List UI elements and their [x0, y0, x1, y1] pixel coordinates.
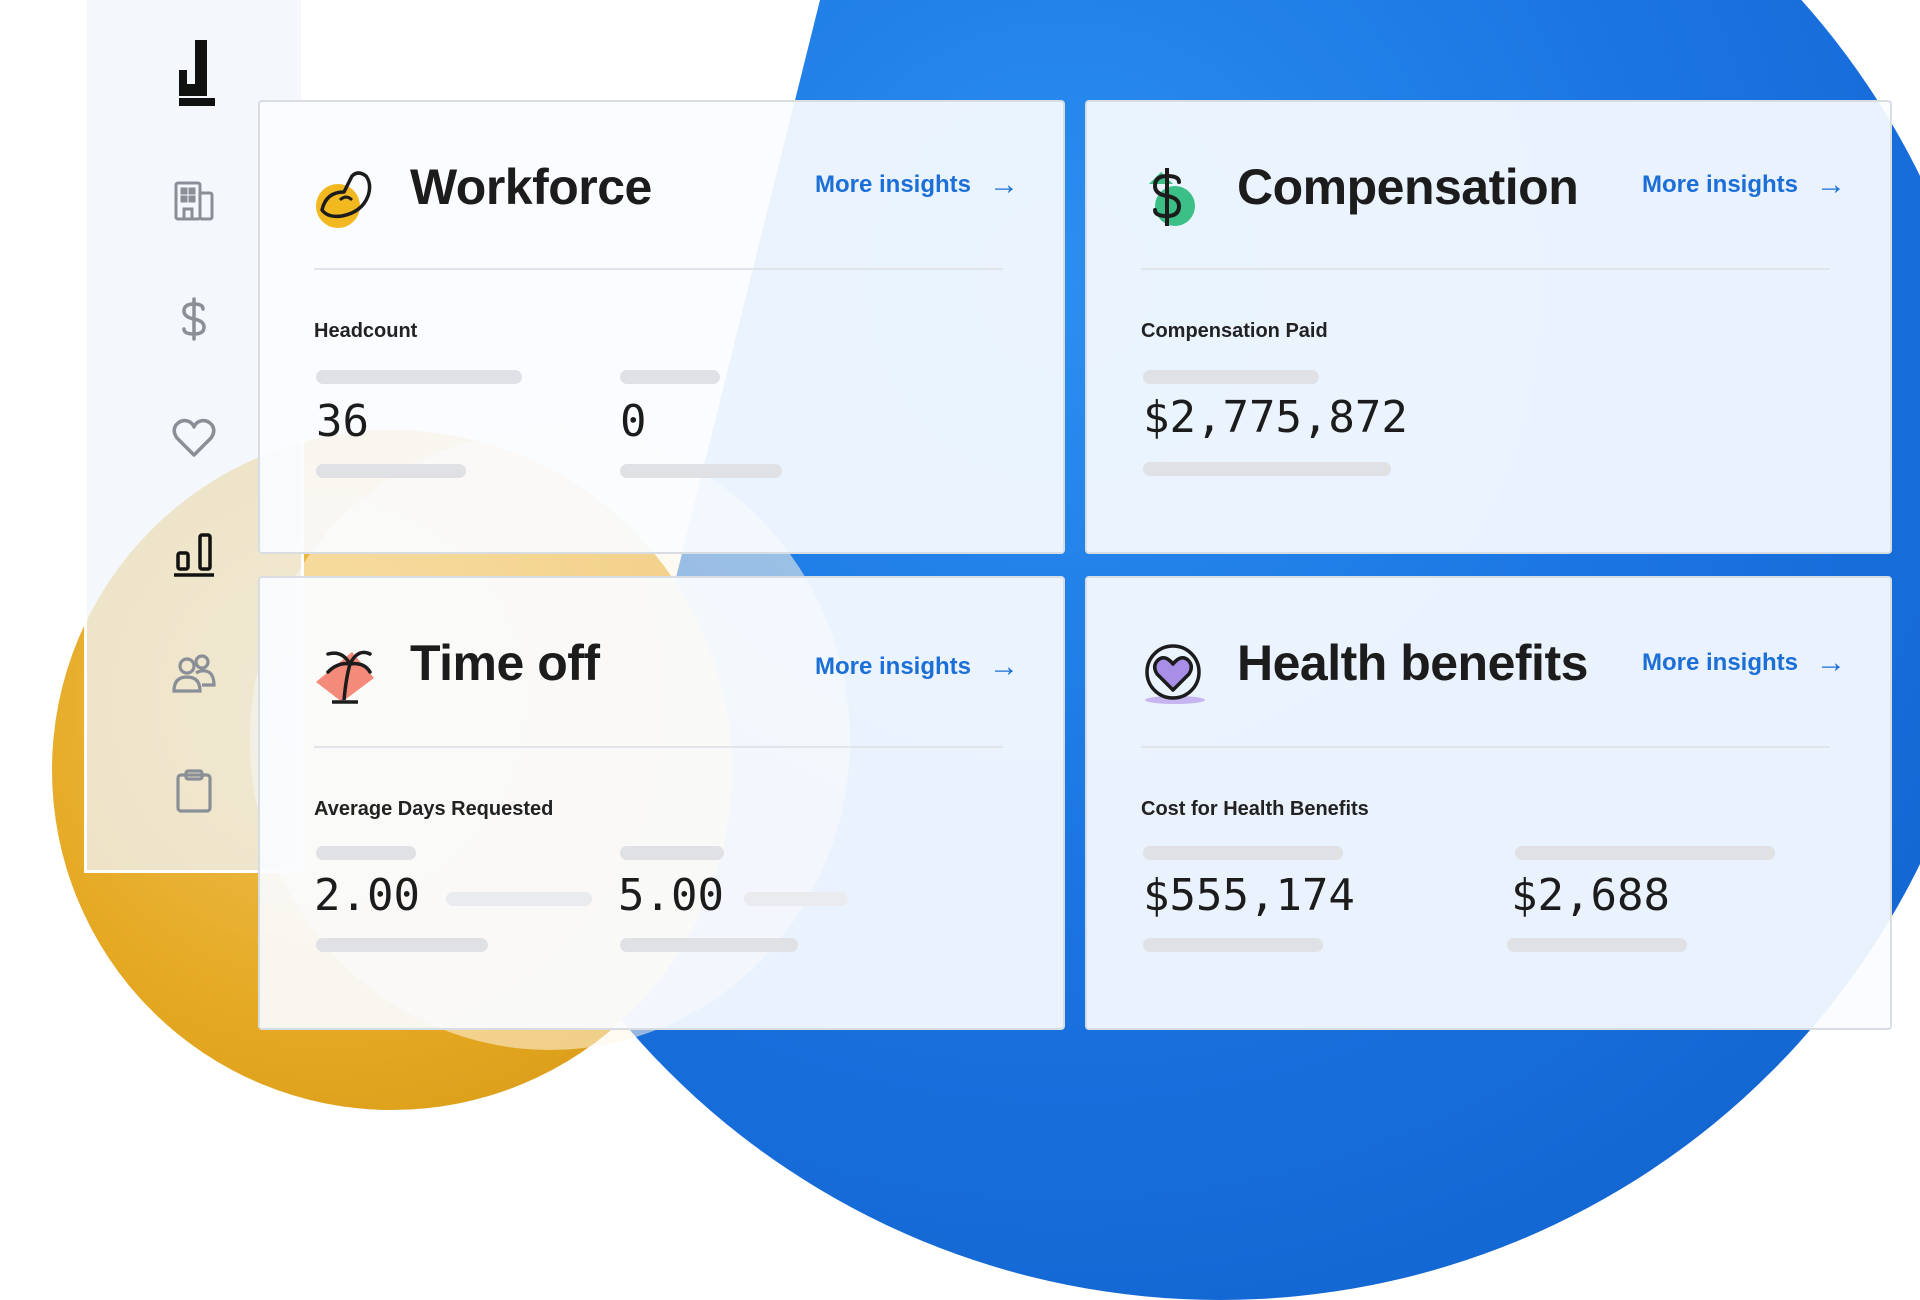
palm-tree-icon	[316, 650, 374, 704]
timeoff-card: Time off More insights → Average Days Re…	[258, 576, 1065, 1030]
dollar-sign-icon	[1149, 168, 1195, 226]
arrow-right-icon: →	[989, 650, 1019, 683]
building-icon[interactable]	[167, 174, 221, 228]
placeholder-bar	[1507, 938, 1687, 952]
compensation-value: $2,775,872	[1143, 392, 1408, 443]
heart-icon[interactable]	[167, 410, 221, 464]
compensation-card: Compensation More insights → Compensatio…	[1085, 100, 1892, 554]
metric-label: Headcount	[314, 320, 418, 342]
health-cost-value: $555,174	[1143, 870, 1355, 921]
more-insights-label: More insights	[814, 171, 971, 198]
dollar-icon[interactable]	[167, 292, 221, 346]
placeholder-bar	[446, 892, 592, 906]
more-insights-link[interactable]: More insights →	[1642, 648, 1846, 678]
placeholder-bar	[316, 464, 466, 478]
more-insights-link[interactable]: More insights →	[815, 652, 1019, 682]
headcount-value: 36	[316, 396, 369, 447]
card-title: Health benefits	[1237, 635, 1588, 691]
placeholder-bar	[620, 846, 724, 860]
placeholder-bar	[1143, 462, 1391, 476]
workforce-card: Workforce More insights → Headcount 36 0	[258, 100, 1065, 554]
metric-label: Average Days Requested	[314, 798, 554, 820]
divider	[1141, 746, 1830, 748]
placeholder-bar	[316, 370, 522, 384]
arrow-right-icon: →	[1816, 168, 1846, 201]
clipboard-icon[interactable]	[167, 764, 221, 818]
placeholder-bar	[620, 370, 720, 384]
secondary-value: 0	[620, 396, 647, 447]
divider	[314, 268, 1003, 270]
arrow-right-icon: →	[989, 168, 1019, 201]
health-card: Health benefits More insights → Cost for…	[1085, 576, 1892, 1030]
more-insights-label: More insights	[1641, 649, 1798, 676]
divider	[314, 746, 1003, 748]
metric-label: Cost for Health Benefits	[1141, 798, 1369, 820]
more-insights-link[interactable]: More insights →	[1642, 170, 1846, 200]
arrow-right-icon: →	[1816, 646, 1846, 679]
bar-chart-icon[interactable]	[167, 528, 221, 582]
card-title: Time off	[410, 635, 600, 691]
divider	[1141, 268, 1830, 270]
placeholder-bar	[316, 846, 416, 860]
placeholder-bar	[620, 464, 782, 478]
placeholder-bar	[620, 938, 798, 952]
per-employee-cost-value: $2,688	[1511, 870, 1670, 921]
flexed-arm-icon	[316, 171, 372, 228]
placeholder-bar	[1515, 846, 1775, 860]
more-insights-label: More insights	[1641, 171, 1798, 198]
logo-icon[interactable]	[173, 40, 217, 106]
placeholder-bar	[316, 938, 488, 952]
card-title: Compensation	[1237, 159, 1579, 215]
people-icon[interactable]	[167, 646, 221, 700]
placeholder-bar	[1143, 370, 1319, 384]
metric-label: Compensation Paid	[1141, 320, 1328, 342]
card-title: Workforce	[410, 159, 652, 215]
placeholder-bar	[1143, 846, 1343, 860]
heart-badge-icon	[1145, 644, 1205, 704]
placeholder-bar	[1143, 938, 1323, 952]
secondary-days-value: 5.00	[618, 870, 724, 921]
avg-days-value: 2.00	[314, 870, 420, 921]
more-insights-link[interactable]: More insights →	[815, 170, 1019, 200]
placeholder-bar	[744, 892, 848, 906]
more-insights-label: More insights	[814, 653, 971, 680]
